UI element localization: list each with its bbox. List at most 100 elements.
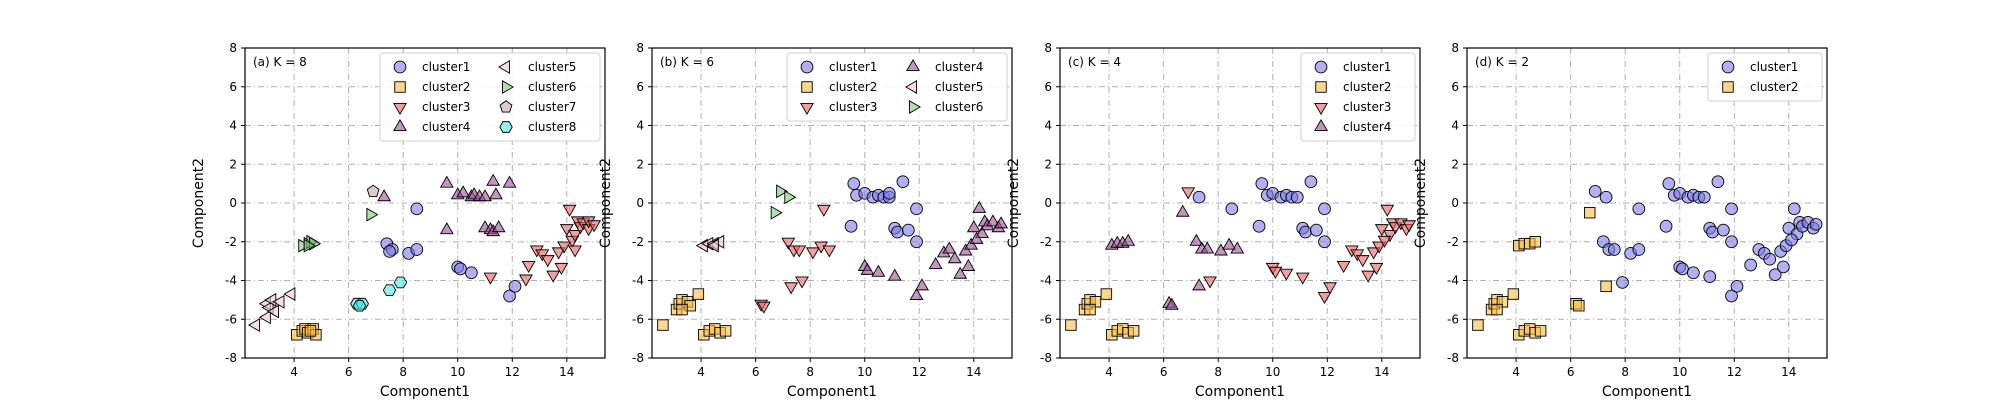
y-tick-label: -2 <box>1447 235 1459 249</box>
legend-marker-cluster3 <box>800 102 814 116</box>
data-point-cluster3 <box>557 241 572 254</box>
data-point-cluster1 <box>1730 279 1744 293</box>
y-tick-label: -8 <box>632 351 644 365</box>
data-point-cluster3 <box>1317 291 1332 305</box>
data-point-cluster4 <box>478 189 492 202</box>
legend-marker-cluster6 <box>501 80 515 94</box>
data-point-cluster6 <box>770 205 783 220</box>
data-point-cluster2 <box>1507 288 1520 300</box>
data-point-cluster3 <box>521 260 536 274</box>
y-tick-label: -8 <box>1040 351 1052 365</box>
data-point-cluster4 <box>972 200 987 213</box>
data-point-cluster3 <box>559 224 574 237</box>
legend-marker-cluster2 <box>394 81 406 93</box>
x-axis-label: Component1 <box>787 384 877 400</box>
panel-title: (b) K = 6 <box>660 55 714 69</box>
x-tick-label: 6 <box>752 365 760 379</box>
data-point-cluster4 <box>909 287 924 301</box>
legend-label-cluster7: cluster7 <box>528 100 576 114</box>
y-tick-label: 8 <box>1044 41 1052 55</box>
data-point-cluster3 <box>551 247 566 260</box>
data-point-cluster3 <box>1295 272 1310 285</box>
data-point-cluster1 <box>910 235 923 249</box>
data-point-cluster4 <box>947 251 962 264</box>
data-point-cluster1 <box>1599 190 1613 204</box>
data-point-cluster1 <box>508 279 522 293</box>
data-point-cluster4 <box>439 175 454 188</box>
legend-label-cluster2: cluster2 <box>1343 80 1391 94</box>
legend-label-cluster2: cluster2 <box>1750 80 1798 94</box>
panel-title: (c) K = 4 <box>1068 55 1121 69</box>
data-point-cluster4 <box>958 243 973 256</box>
data-point-cluster3 <box>784 282 799 295</box>
data-point-cluster1 <box>1607 243 1621 256</box>
data-point-cluster3 <box>1380 204 1395 217</box>
legend-label-cluster4: cluster4 <box>935 60 983 74</box>
legend-label-cluster3: cluster3 <box>829 100 877 114</box>
y-tick-label: -2 <box>225 235 237 249</box>
chart-panel-3: 4 6 8 10 12 14 -8 -6 -4 -2 0 2 4 6 8 Component1 Componen… <box>1006 41 1421 400</box>
data-point-cluster4 <box>488 187 503 200</box>
data-point-cluster1 <box>1697 190 1711 204</box>
data-point-cluster4 <box>1189 233 1204 246</box>
data-point-cluster5 <box>266 304 280 319</box>
x-tick-label: 12 <box>505 365 520 379</box>
x-tick-label: 10 <box>450 365 465 379</box>
data-point-cluster2 <box>1472 319 1484 331</box>
legend-label-cluster3: cluster3 <box>422 100 470 114</box>
data-point-cluster1 <box>1785 233 1798 247</box>
data-point-cluster1 <box>1616 276 1629 289</box>
y-tick-label: 4 <box>636 119 644 133</box>
x-tick-label: 4 <box>697 365 705 379</box>
y-tick-label: -8 <box>1447 351 1459 365</box>
legend-marker-cluster5 <box>497 60 511 74</box>
legend-marker-cluster1 <box>1721 60 1735 74</box>
data-point-cluster1 <box>1255 177 1269 190</box>
x-tick-label: 4 <box>290 365 298 379</box>
legend-label-cluster1: cluster1 <box>829 60 877 74</box>
data-point-cluster4 <box>491 220 506 233</box>
data-point-cluster4 <box>915 278 929 291</box>
data-point-cluster1 <box>1676 262 1689 276</box>
x-tick-label: 4 <box>1512 365 1520 379</box>
x-tick-label: 6 <box>1160 365 1168 379</box>
legend-marker-cluster7 <box>499 100 513 113</box>
data-point-cluster4 <box>456 185 471 198</box>
data-point-cluster8 <box>352 299 367 312</box>
x-tick-label: 8 <box>1214 365 1222 379</box>
data-point-cluster1 <box>1787 202 1801 216</box>
legend: cluster1 cluster2 <box>1707 52 1823 102</box>
y-tick-label: -4 <box>225 274 237 288</box>
y-tick-label: -4 <box>1447 274 1459 288</box>
legend-label-cluster4: cluster4 <box>1343 120 1391 134</box>
data-point-cluster1 <box>902 223 915 237</box>
y-tick-label: -6 <box>1040 312 1052 326</box>
legend-box <box>1707 52 1823 102</box>
legend-label-cluster1: cluster1 <box>1343 60 1391 74</box>
data-point-cluster5 <box>706 238 719 253</box>
panel-title: (a) K = 8 <box>253 55 307 69</box>
legend-box <box>1300 52 1416 142</box>
data-point-cluster1 <box>454 262 467 276</box>
data-point-cluster1 <box>1662 177 1676 190</box>
data-point-cluster3 <box>816 204 831 217</box>
x-tick-label: 6 <box>1567 365 1575 379</box>
data-point-cluster4 <box>1222 237 1237 250</box>
data-point-cluster1 <box>1225 202 1239 216</box>
legend-marker-cluster6 <box>908 100 922 114</box>
data-point-cluster5 <box>258 310 271 325</box>
x-axis-label: Component1 <box>380 384 470 400</box>
legend-label-cluster6: cluster6 <box>528 80 576 94</box>
data-point-cluster3 <box>540 255 555 268</box>
y-tick-label: 8 <box>229 41 237 55</box>
y-tick-label: -6 <box>632 312 644 326</box>
x-tick-label: 10 <box>857 365 872 379</box>
data-point-cluster2 <box>1529 236 1541 248</box>
data-point-cluster3 <box>756 301 771 314</box>
data-point-cluster3 <box>1374 224 1389 237</box>
data-point-cluster1 <box>1744 258 1757 272</box>
data-point-cluster3 <box>1336 260 1351 274</box>
data-point-cluster6 <box>784 190 797 205</box>
chart-panel-1: 4 6 8 10 12 14 -8 -6 -4 -2 0 2 4 6 8 Component1 Componen… <box>191 41 606 400</box>
